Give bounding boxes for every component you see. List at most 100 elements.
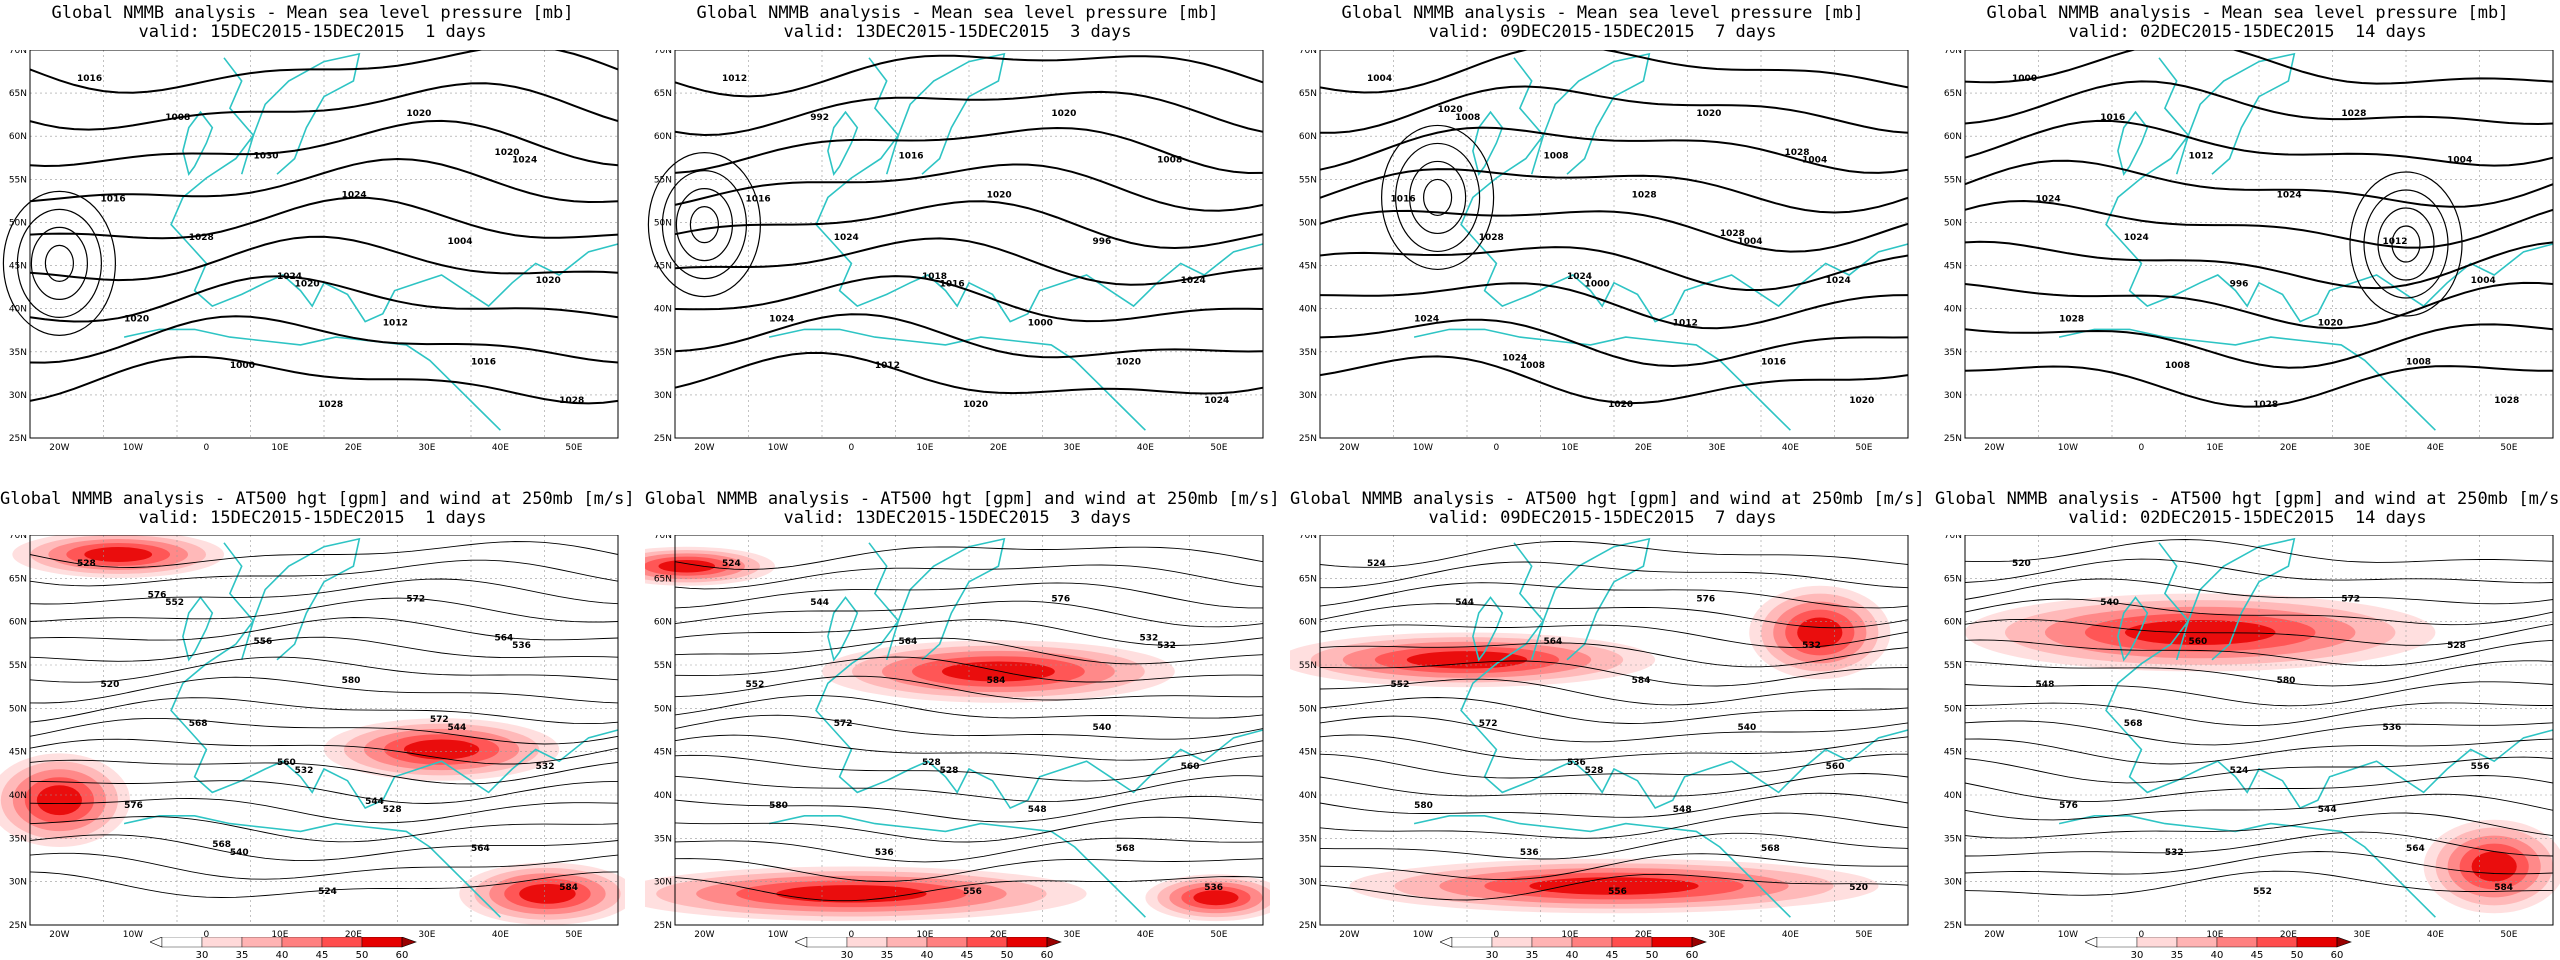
coastline [123,815,501,918]
contour-line [1320,561,1909,589]
lat-tick-label: 30N [1944,878,1962,888]
lon-tick-label: 10W [123,443,143,453]
lon-tick-label: 30E [418,930,435,940]
lat-tick-label: 40N [1299,305,1317,315]
lat-tick-label: 35N [654,834,672,844]
colorbar-label: 35 [1526,950,1539,959]
contour-label: 584 [2494,883,2513,893]
colorbar-swatch [281,937,323,948]
contour-label: 1012 [2382,237,2407,247]
contour-line [29,275,619,323]
contour-line [29,82,619,131]
coastline [885,52,1006,175]
lat-tick-label: 50N [1944,218,1962,228]
contour-line [29,656,619,683]
contour-label: 992 [810,113,829,123]
lat-tick-label: 55N [654,661,672,671]
contour-label: 1004 [2447,156,2472,166]
contour-line [29,541,619,568]
colorbar-swatch [201,937,243,948]
coastline [1413,328,1791,431]
contour-label: 564 [2406,844,2425,854]
contour-line [1964,159,2554,208]
contour-line [1964,365,2554,408]
contour-line [29,196,619,240]
contour-label: 1004 [1737,237,1762,247]
coastline [768,815,1146,918]
map-canvas: 1000 996 1004 1008 1012 1016 1020 1024 1028 1004 1… [1944,50,2554,453]
contour-label: 1024 [769,315,794,325]
colorbar-label: 35 [881,950,894,959]
contour-label: 556 [253,637,272,647]
contour-label: 1000 [2012,74,2037,84]
contour-line [674,313,1264,359]
panel-title-line1: Global NMMB analysis - Mean sea level pr… [1986,3,2509,23]
panel-title: Global NMMB analysis - AT500 hgt [gpm] a… [1935,490,2560,528]
contour-label: 1024 [1204,396,1229,406]
coastline [1530,537,1651,661]
colorbar-swatch [846,937,888,948]
contour-line [674,754,1264,782]
contour-label: 524 [1367,559,1386,569]
map-canvas: 520 524 528 532 536 540 544 548 552 556 560 564 568 5… [1944,535,2560,940]
contour-label: 1020 [406,109,431,119]
contour-label: 1024 [1181,276,1206,286]
contour-line [29,780,619,804]
panel-title: Global NMMB analysis - Mean sea level pr… [0,4,625,42]
lat-tick-label: 45N [9,262,27,272]
lat-tick-label: 45N [654,262,672,272]
contour-line [29,717,619,745]
lat-tick-label: 35N [1299,834,1317,844]
lat-tick-label: 50N [654,704,672,714]
lon-tick-label: 40E [1137,930,1154,940]
contour-label: 1020 [2318,318,2343,328]
colorbar-label: 50 [1001,950,1014,959]
contour-label: 1008 [1520,361,1545,371]
lat-tick-label: 35N [9,348,27,358]
colorbar-label: 45 [961,950,974,959]
coastline [240,52,361,175]
pressure-center-contour [2377,207,2435,281]
coastline [827,596,859,662]
lon-tick-label: 20W [694,443,714,453]
lat-tick-label: 65N [1944,89,1962,99]
contour-line [1319,853,1908,881]
panel-title: Global NMMB analysis - Mean sea level pr… [645,4,1270,42]
colorbar-swatch [886,937,928,948]
lon-tick-label: 30E [418,443,435,453]
contour-line [674,656,1264,683]
contour-label: 568 [189,719,208,729]
lat-tick-label: 70N [9,50,27,56]
contour-line [29,738,619,765]
lat-tick-label: 40N [9,305,27,315]
map-canvas: 1012 1016 1008 1012 996 992 1000 1016 1020 1024 10… [647,50,1264,453]
contour-line [29,798,619,824]
coastline [1460,57,1909,323]
contour-line [1319,624,1909,648]
lon-tick-label: 20E [990,443,1007,453]
lat-tick-label: 50N [9,218,27,228]
contour-label: 1000 [1585,280,1610,290]
wind-shade [403,739,480,760]
lat-tick-label: 55N [1944,661,1962,671]
coastline [182,110,214,177]
panel-title-line2: valid: 02DEC2015-15DEC2015 14 days [2068,22,2427,42]
contour-label: 532 [1140,633,1159,643]
contour-label: 552 [746,680,765,690]
contour-label: 1012 [875,361,900,371]
contour-label: 1020 [1438,105,1463,115]
contour-label: 532 [536,762,555,772]
contour-line [1319,168,1909,214]
lat-tick-label: 70N [654,535,672,541]
colorbar-swatch [1611,937,1653,948]
contour-label: 1028 [1479,233,1504,243]
contour-label: 1028 [318,400,343,410]
contour-label: 560 [2188,637,2207,647]
lon-tick-label: 30E [2353,930,2370,940]
panel-title-line2: valid: 09DEC2015-15DEC2015 7 days [1428,22,1777,42]
colorbar-label: 45 [2251,950,2264,959]
contour-label: 996 [1092,237,1111,247]
pressure-center-contour [30,226,88,300]
contour-line [29,578,619,605]
contour-label: 532 [295,766,314,776]
